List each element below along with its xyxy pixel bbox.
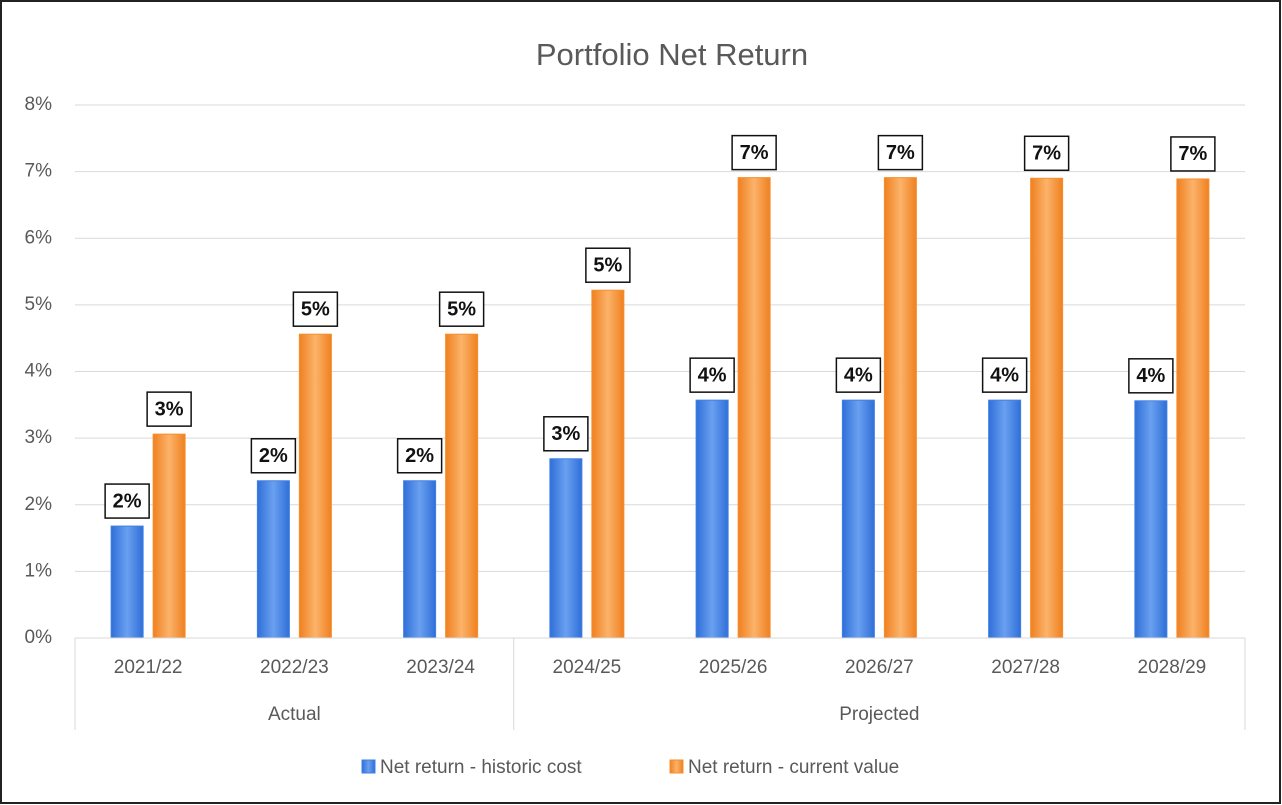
bar [110, 525, 144, 639]
x-tick-label: 2024/25 [553, 657, 622, 678]
y-tick-label: 1% [25, 560, 53, 581]
bar [1176, 178, 1210, 639]
data-label: 3% [155, 398, 184, 420]
data-label-box [835, 357, 882, 393]
x-tick-label: 2026/27 [845, 657, 914, 678]
data-label-box [1128, 358, 1174, 394]
data-label-box [689, 357, 735, 393]
data-label: 7% [740, 142, 769, 164]
data-label: 7% [1032, 143, 1061, 165]
y-tick-label: 7% [25, 161, 53, 182]
data-label: 2% [259, 445, 288, 467]
data-label: 2% [405, 445, 434, 467]
legend-swatch [669, 759, 684, 774]
bar [256, 480, 290, 639]
data-label: 7% [886, 142, 915, 164]
data-label-box [981, 357, 1028, 393]
bar [1030, 177, 1064, 639]
data-label-box [585, 247, 631, 283]
y-tick-label: 8% [25, 94, 53, 115]
bar [883, 177, 917, 639]
bar [549, 458, 583, 639]
bar [403, 480, 437, 639]
bar [695, 399, 729, 639]
bar [298, 333, 332, 639]
data-label-box [543, 416, 589, 452]
bar [591, 289, 625, 639]
data-label: 3% [551, 423, 580, 445]
x-tick-label: 2022/23 [260, 657, 329, 678]
legend-swatch [361, 759, 376, 774]
data-label: 5% [447, 298, 476, 320]
data-label-box [250, 438, 297, 474]
data-label: 4% [844, 364, 873, 386]
x-tick-label: 2027/28 [991, 657, 1060, 678]
data-label: 7% [1178, 143, 1207, 165]
x-tick-label: 2028/29 [1138, 657, 1207, 678]
y-tick-label: 0% [25, 627, 53, 648]
legend-label: Net return - current value [688, 757, 899, 778]
data-label-box [104, 483, 150, 519]
chart-title: Portfolio Net Return [536, 37, 808, 72]
y-tick-label: 5% [25, 294, 53, 315]
data-label-box [731, 134, 777, 171]
group-label: Projected [839, 704, 919, 725]
data-label: 4% [990, 364, 1019, 386]
bar [152, 433, 186, 639]
bar [841, 399, 875, 639]
y-tick-label: 6% [25, 227, 53, 248]
data-label-box [396, 438, 443, 474]
x-tick-label: 2023/24 [406, 657, 475, 678]
bar [445, 333, 479, 639]
group-label: Actual [268, 704, 321, 725]
x-tick-label: 2025/26 [699, 657, 768, 678]
data-label-box [292, 291, 339, 327]
y-tick-label: 4% [25, 361, 53, 382]
data-label: 2% [113, 490, 142, 512]
data-label-box [146, 391, 192, 427]
bar [737, 177, 771, 639]
data-label-box [1170, 136, 1216, 172]
data-label-box [877, 134, 924, 171]
y-tick-label: 3% [25, 427, 53, 448]
legend-label: Net return - historic cost [380, 757, 582, 778]
data-label-box [1023, 135, 1070, 172]
x-tick-label: 2021/22 [114, 657, 183, 678]
bar [1134, 400, 1168, 639]
y-tick-label: 2% [25, 494, 53, 515]
data-label: 4% [698, 364, 727, 386]
data-label-box [438, 291, 485, 327]
bar [988, 399, 1022, 639]
data-label: 5% [593, 254, 622, 276]
data-label: 5% [301, 298, 330, 320]
data-label: 4% [1136, 365, 1165, 387]
